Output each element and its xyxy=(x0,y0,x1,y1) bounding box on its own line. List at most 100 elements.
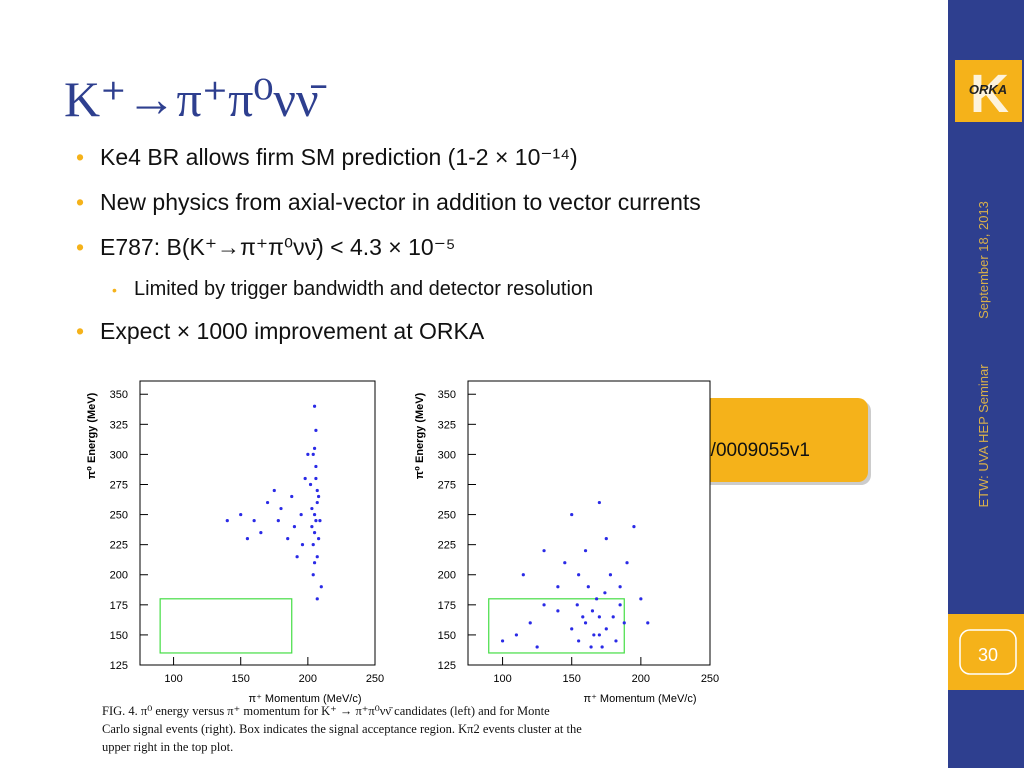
y-tick-label: 150 xyxy=(438,630,456,642)
y-tick-label: 125 xyxy=(110,660,128,672)
point xyxy=(542,603,546,607)
point xyxy=(581,615,585,619)
bullet-dot: • xyxy=(76,144,84,170)
point xyxy=(577,639,581,643)
logo-text: ORKA xyxy=(969,82,1007,97)
caption-line: FIG. 4. π⁰ energy versus π⁺ momentum for… xyxy=(102,704,550,718)
y-tick-label: 175 xyxy=(110,600,128,612)
point xyxy=(639,597,643,601)
point xyxy=(583,621,588,625)
x-axis-label: π⁺ Momentum (MeV/c) xyxy=(583,693,696,705)
point xyxy=(311,573,315,577)
point xyxy=(310,525,314,529)
x-tick-label: 100 xyxy=(493,673,511,685)
point xyxy=(259,531,263,535)
point xyxy=(319,585,323,589)
point xyxy=(604,537,608,541)
y-tick-label: 350 xyxy=(438,389,456,401)
plot: 125 150 175 200 225 250 275 300 325 350 100 150 200 2… xyxy=(414,380,719,705)
point xyxy=(570,512,574,517)
point xyxy=(225,518,229,523)
point xyxy=(312,512,317,517)
page-number: 30 xyxy=(978,645,998,665)
point xyxy=(312,561,317,565)
plot: 125 150 175 200 225 250 275 300 325 350 100 150 200 2… xyxy=(86,380,384,705)
point xyxy=(317,537,321,541)
y-tick-label: 200 xyxy=(110,570,128,582)
x-tick-label: 250 xyxy=(366,673,384,685)
point xyxy=(286,537,290,541)
bullet: Ke4 BR allows firm SM prediction (1-2 × … xyxy=(100,144,578,170)
point xyxy=(528,621,532,625)
x-tick-label: 100 xyxy=(164,673,182,685)
bullet: New physics from axial-vector in additio… xyxy=(100,189,701,215)
point xyxy=(303,476,307,481)
y-tick-label: 300 xyxy=(110,449,128,461)
y-tick-label: 350 xyxy=(110,389,128,401)
point xyxy=(500,639,505,643)
y-tick-label: 225 xyxy=(438,540,456,552)
y-tick-label: 125 xyxy=(438,660,456,672)
title: K⁺→π⁺π⁰νν̄ xyxy=(64,71,327,127)
y-tick-label: 325 xyxy=(110,419,128,431)
point xyxy=(312,404,317,408)
point xyxy=(556,585,560,589)
caption-line: Carlo signal events (right). Box indicat… xyxy=(102,722,582,736)
logo xyxy=(955,60,1022,122)
point xyxy=(632,525,636,529)
point xyxy=(597,615,601,619)
page-frame xyxy=(959,629,1017,675)
point xyxy=(586,585,590,589)
x-tick-label: 250 xyxy=(701,673,719,685)
bullet-dot: • xyxy=(76,189,84,215)
y-axis-label: π⁰ Energy (MeV) xyxy=(86,392,98,479)
point xyxy=(583,549,588,553)
point xyxy=(521,573,525,577)
point xyxy=(290,494,294,499)
point xyxy=(535,645,539,649)
point xyxy=(272,488,276,493)
x-tick-label: 150 xyxy=(563,673,581,685)
point xyxy=(556,609,560,613)
x-tick-label: 150 xyxy=(232,673,250,685)
signal-box xyxy=(159,598,293,654)
point xyxy=(315,555,319,559)
point xyxy=(308,482,313,487)
y-tick-label: 200 xyxy=(438,570,456,582)
x-axis-label: π⁺ Momentum (MeV/c) xyxy=(248,693,361,705)
point xyxy=(597,500,601,505)
x-tick-label: 200 xyxy=(632,673,650,685)
point xyxy=(625,561,629,565)
bullet-dot: • xyxy=(112,282,117,298)
point xyxy=(622,621,626,625)
point xyxy=(311,452,315,457)
point xyxy=(575,603,579,607)
point xyxy=(245,537,250,541)
point xyxy=(608,573,613,577)
point xyxy=(570,627,574,631)
bullet: Expect × 1000 improvement at ORKA xyxy=(100,318,485,344)
point xyxy=(314,428,318,432)
point xyxy=(239,512,243,517)
point xyxy=(542,549,546,553)
plot-frame xyxy=(467,380,711,666)
point xyxy=(306,452,310,457)
point xyxy=(314,518,318,523)
point xyxy=(618,585,622,589)
event: ETW: UVA HEP Seminar xyxy=(976,364,991,508)
point xyxy=(603,591,607,595)
plot-frame xyxy=(139,380,376,666)
point xyxy=(646,621,650,625)
point xyxy=(315,488,319,493)
point xyxy=(618,603,622,607)
y-tick-label: 175 xyxy=(438,600,456,612)
point xyxy=(318,518,322,523)
y-tick-label: 150 xyxy=(110,630,128,642)
y-tick-label: 275 xyxy=(438,479,456,491)
point xyxy=(311,543,315,547)
point xyxy=(604,627,608,631)
y-axis-label: π⁰ Energy (MeV) xyxy=(414,392,426,479)
y-tick-label: 275 xyxy=(110,479,128,491)
